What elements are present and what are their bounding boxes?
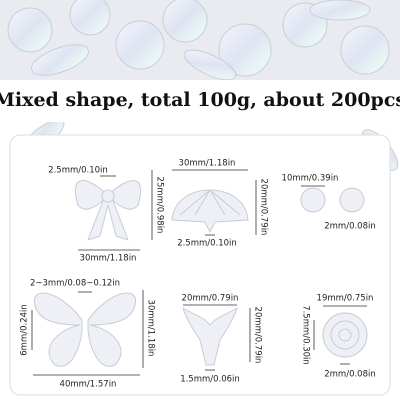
butterfly xyxy=(31,290,144,376)
bow xyxy=(74,170,153,251)
dim-label: 2~3mm/0.08~0.12in xyxy=(30,279,120,289)
dimension-labels: 2.5mm/0.10in 25mm/0.98in 30mm/1.18in 30m… xyxy=(20,159,376,390)
dim-label: 30mm/1.18in xyxy=(146,300,156,357)
dim-label: 2.5mm/0.10in xyxy=(177,239,237,249)
dim-label: 20mm/0.79in xyxy=(182,294,239,304)
dim-label: 10mm/0.39in xyxy=(282,174,339,184)
dim-label: 1.5mm/0.06in xyxy=(180,375,240,385)
title: Mixed shape, total 100g, about 200pcs xyxy=(0,89,400,111)
bead xyxy=(300,185,365,213)
dim-label: 2mm/0.08in xyxy=(324,370,376,380)
dim-label: 30mm/1.18in xyxy=(179,159,236,169)
dim-label: 30mm/1.18in xyxy=(80,254,137,264)
fan xyxy=(171,169,257,236)
dim-label: 2.5mm/0.10in xyxy=(48,166,108,176)
dim-label: 7.5mm/0.30in xyxy=(301,305,311,365)
dim-label: 40mm/1.57in xyxy=(60,380,117,390)
dim-label: 20mm/0.79in xyxy=(253,307,263,364)
dim-label: 2mm/0.08in xyxy=(324,222,376,232)
dim-label: 25mm/0.98in xyxy=(155,177,165,234)
fishtail xyxy=(182,304,251,371)
dim-label: 20mm/0.79in xyxy=(259,179,269,236)
rose xyxy=(313,305,368,365)
dim-label: 19mm/0.75in xyxy=(317,294,374,304)
title-band xyxy=(0,80,400,122)
dim-label: 6mm/0.24in xyxy=(20,304,30,356)
